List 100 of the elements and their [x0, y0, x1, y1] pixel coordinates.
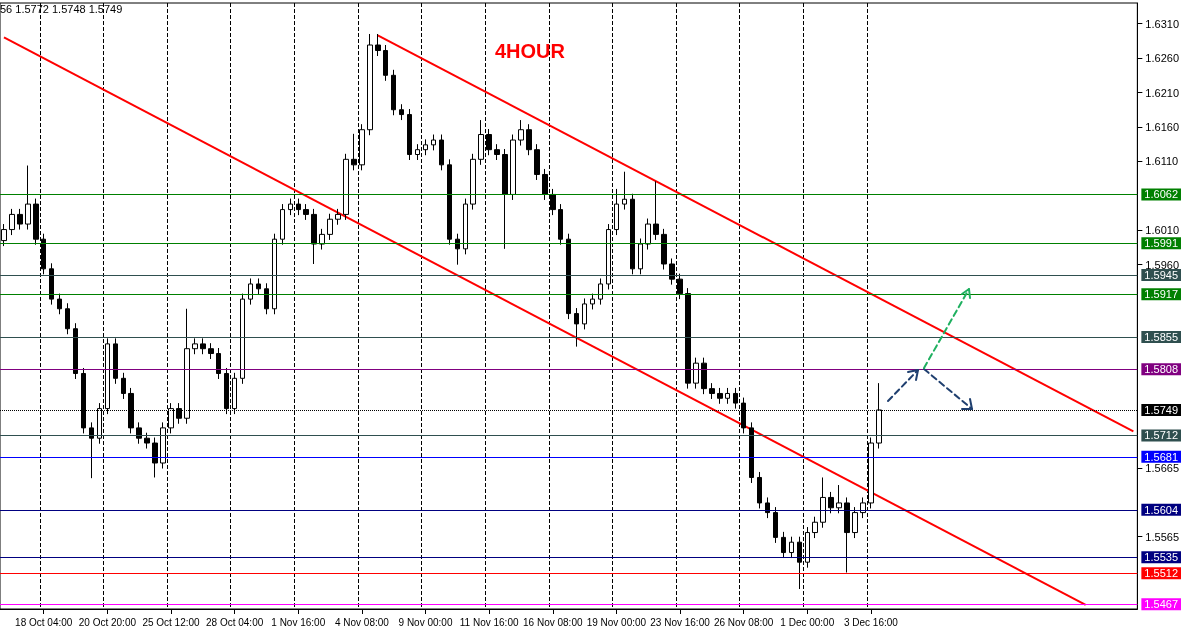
- candlestick: [717, 387, 723, 405]
- candlestick: [25, 165, 31, 231]
- candlestick: [431, 134, 436, 151]
- candlestick: [367, 33, 373, 136]
- candlestick: [566, 233, 571, 320]
- candlestick: [256, 277, 261, 295]
- candlestick: [828, 491, 834, 514]
- candlestick: [57, 293, 62, 315]
- ref-line-label: 1.5512: [1144, 567, 1179, 580]
- candlestick: [383, 44, 388, 82]
- candlestick: [638, 238, 643, 275]
- candlestick: [9, 208, 15, 236]
- candlestick: [701, 357, 707, 395]
- x-tick-label: 23 Nov 16:00: [650, 616, 711, 628]
- candlestick: [661, 228, 667, 270]
- candlestick: [781, 531, 786, 559]
- x-tick-label: 1 Nov 16:00: [271, 616, 326, 628]
- candlestick: [622, 171, 627, 211]
- candlestick: [17, 208, 23, 231]
- candlestick: [510, 134, 516, 201]
- candlestick: [375, 33, 381, 57]
- y-tick-label: 1.6210: [1145, 86, 1180, 99]
- candlestick: [685, 287, 691, 390]
- candlestick: [335, 208, 341, 226]
- candlestick: [73, 322, 78, 380]
- candlestick: [144, 432, 150, 450]
- candlestick: [494, 143, 500, 161]
- candlestick: [89, 421, 94, 479]
- candlestick: [439, 134, 444, 171]
- candlestick: [773, 506, 778, 544]
- candlestick: [192, 337, 198, 355]
- candlestick: [463, 198, 468, 255]
- ref-line-label: 1.5917: [1144, 288, 1179, 301]
- x-tick-label: 9 Nov 00:00: [398, 616, 453, 628]
- candlestick: [280, 203, 285, 246]
- candlestick: [518, 119, 524, 147]
- candlestick: [136, 421, 142, 445]
- candlestick: [311, 208, 317, 265]
- y-tick-label: 1.6160: [1145, 120, 1180, 133]
- candlestick: [709, 382, 715, 400]
- candlestick: [208, 342, 214, 360]
- ref-line-label: 1.6062: [1144, 188, 1179, 201]
- y-tick-label: 1.5565: [1145, 530, 1180, 543]
- candlestick: [200, 337, 206, 355]
- candlestick: [399, 103, 404, 121]
- candlestick: [319, 228, 325, 251]
- candlestick: [327, 213, 333, 241]
- ref-line-label: 1.5855: [1144, 330, 1179, 343]
- x-tick-label: 19 Nov 00:00: [586, 616, 647, 628]
- candlestick: [558, 203, 563, 246]
- y-tick-label: 1.6260: [1145, 52, 1180, 65]
- candlestick: [216, 347, 221, 380]
- candlestick: [852, 506, 858, 539]
- ref-line-label: 1.5945: [1144, 269, 1179, 282]
- candlestick: [113, 337, 118, 385]
- y-tick-label: 1.6110: [1145, 155, 1179, 168]
- ref-line-label: 1.5749: [1144, 403, 1179, 416]
- candlestick: [836, 484, 842, 514]
- candlestick: [812, 516, 818, 539]
- candlestick: [645, 218, 651, 251]
- x-tick-label: 16 Nov 08:00: [523, 616, 583, 628]
- candlestick: [590, 293, 595, 310]
- y-tick-label: 1.5665: [1145, 461, 1180, 474]
- candlestick: [725, 387, 730, 405]
- candlestick: [343, 153, 349, 221]
- candlestick: [574, 307, 579, 348]
- candlestick: [121, 372, 126, 400]
- candlestick: [470, 153, 476, 211]
- candlestick: [749, 421, 754, 484]
- x-tick-label: 1 Dec 00:00: [780, 616, 835, 628]
- x-tick-label: 4 Nov 08:00: [334, 616, 390, 628]
- candlestick: [526, 123, 532, 156]
- ref-line-label: 1.5467: [1144, 598, 1179, 611]
- ref-line-label: 1.5808: [1144, 363, 1179, 376]
- candlestick: [653, 180, 659, 241]
- candlestick: [789, 536, 794, 559]
- candlestick: [820, 476, 826, 529]
- ref-line-label: 1.5991: [1144, 237, 1179, 250]
- ref-line-label: 1.5535: [1144, 551, 1179, 564]
- candlestick: [152, 437, 158, 478]
- x-tick-label: 28 Oct 04:00: [206, 616, 264, 628]
- candlestick: [272, 233, 277, 315]
- candlestick: [240, 293, 245, 385]
- x-tick-label: 25 Oct 12:00: [142, 616, 201, 628]
- annotation: 56 1.5772 1.5748 1.5749: [0, 2, 123, 15]
- candlestick: [65, 302, 70, 335]
- y-tick-label: 1.5960: [1145, 258, 1180, 271]
- candlestick: [447, 158, 452, 246]
- candlestick: [264, 282, 269, 315]
- candlestick: [598, 277, 603, 306]
- x-tick-label: 11 Nov 16:00: [459, 616, 519, 628]
- candlestick: [534, 143, 540, 181]
- candlestick: [765, 496, 770, 519]
- ref-line-label: 1.5604: [1144, 503, 1179, 516]
- ref-line-label: 1.5681: [1144, 450, 1179, 463]
- y-tick-label: 1.6010: [1145, 224, 1180, 237]
- x-tick-label: 26 Nov 08:00: [713, 616, 774, 628]
- candlestick: [693, 357, 699, 390]
- candlestick: [391, 69, 396, 116]
- x-tick-label: 3 Dec 16:00: [843, 616, 899, 628]
